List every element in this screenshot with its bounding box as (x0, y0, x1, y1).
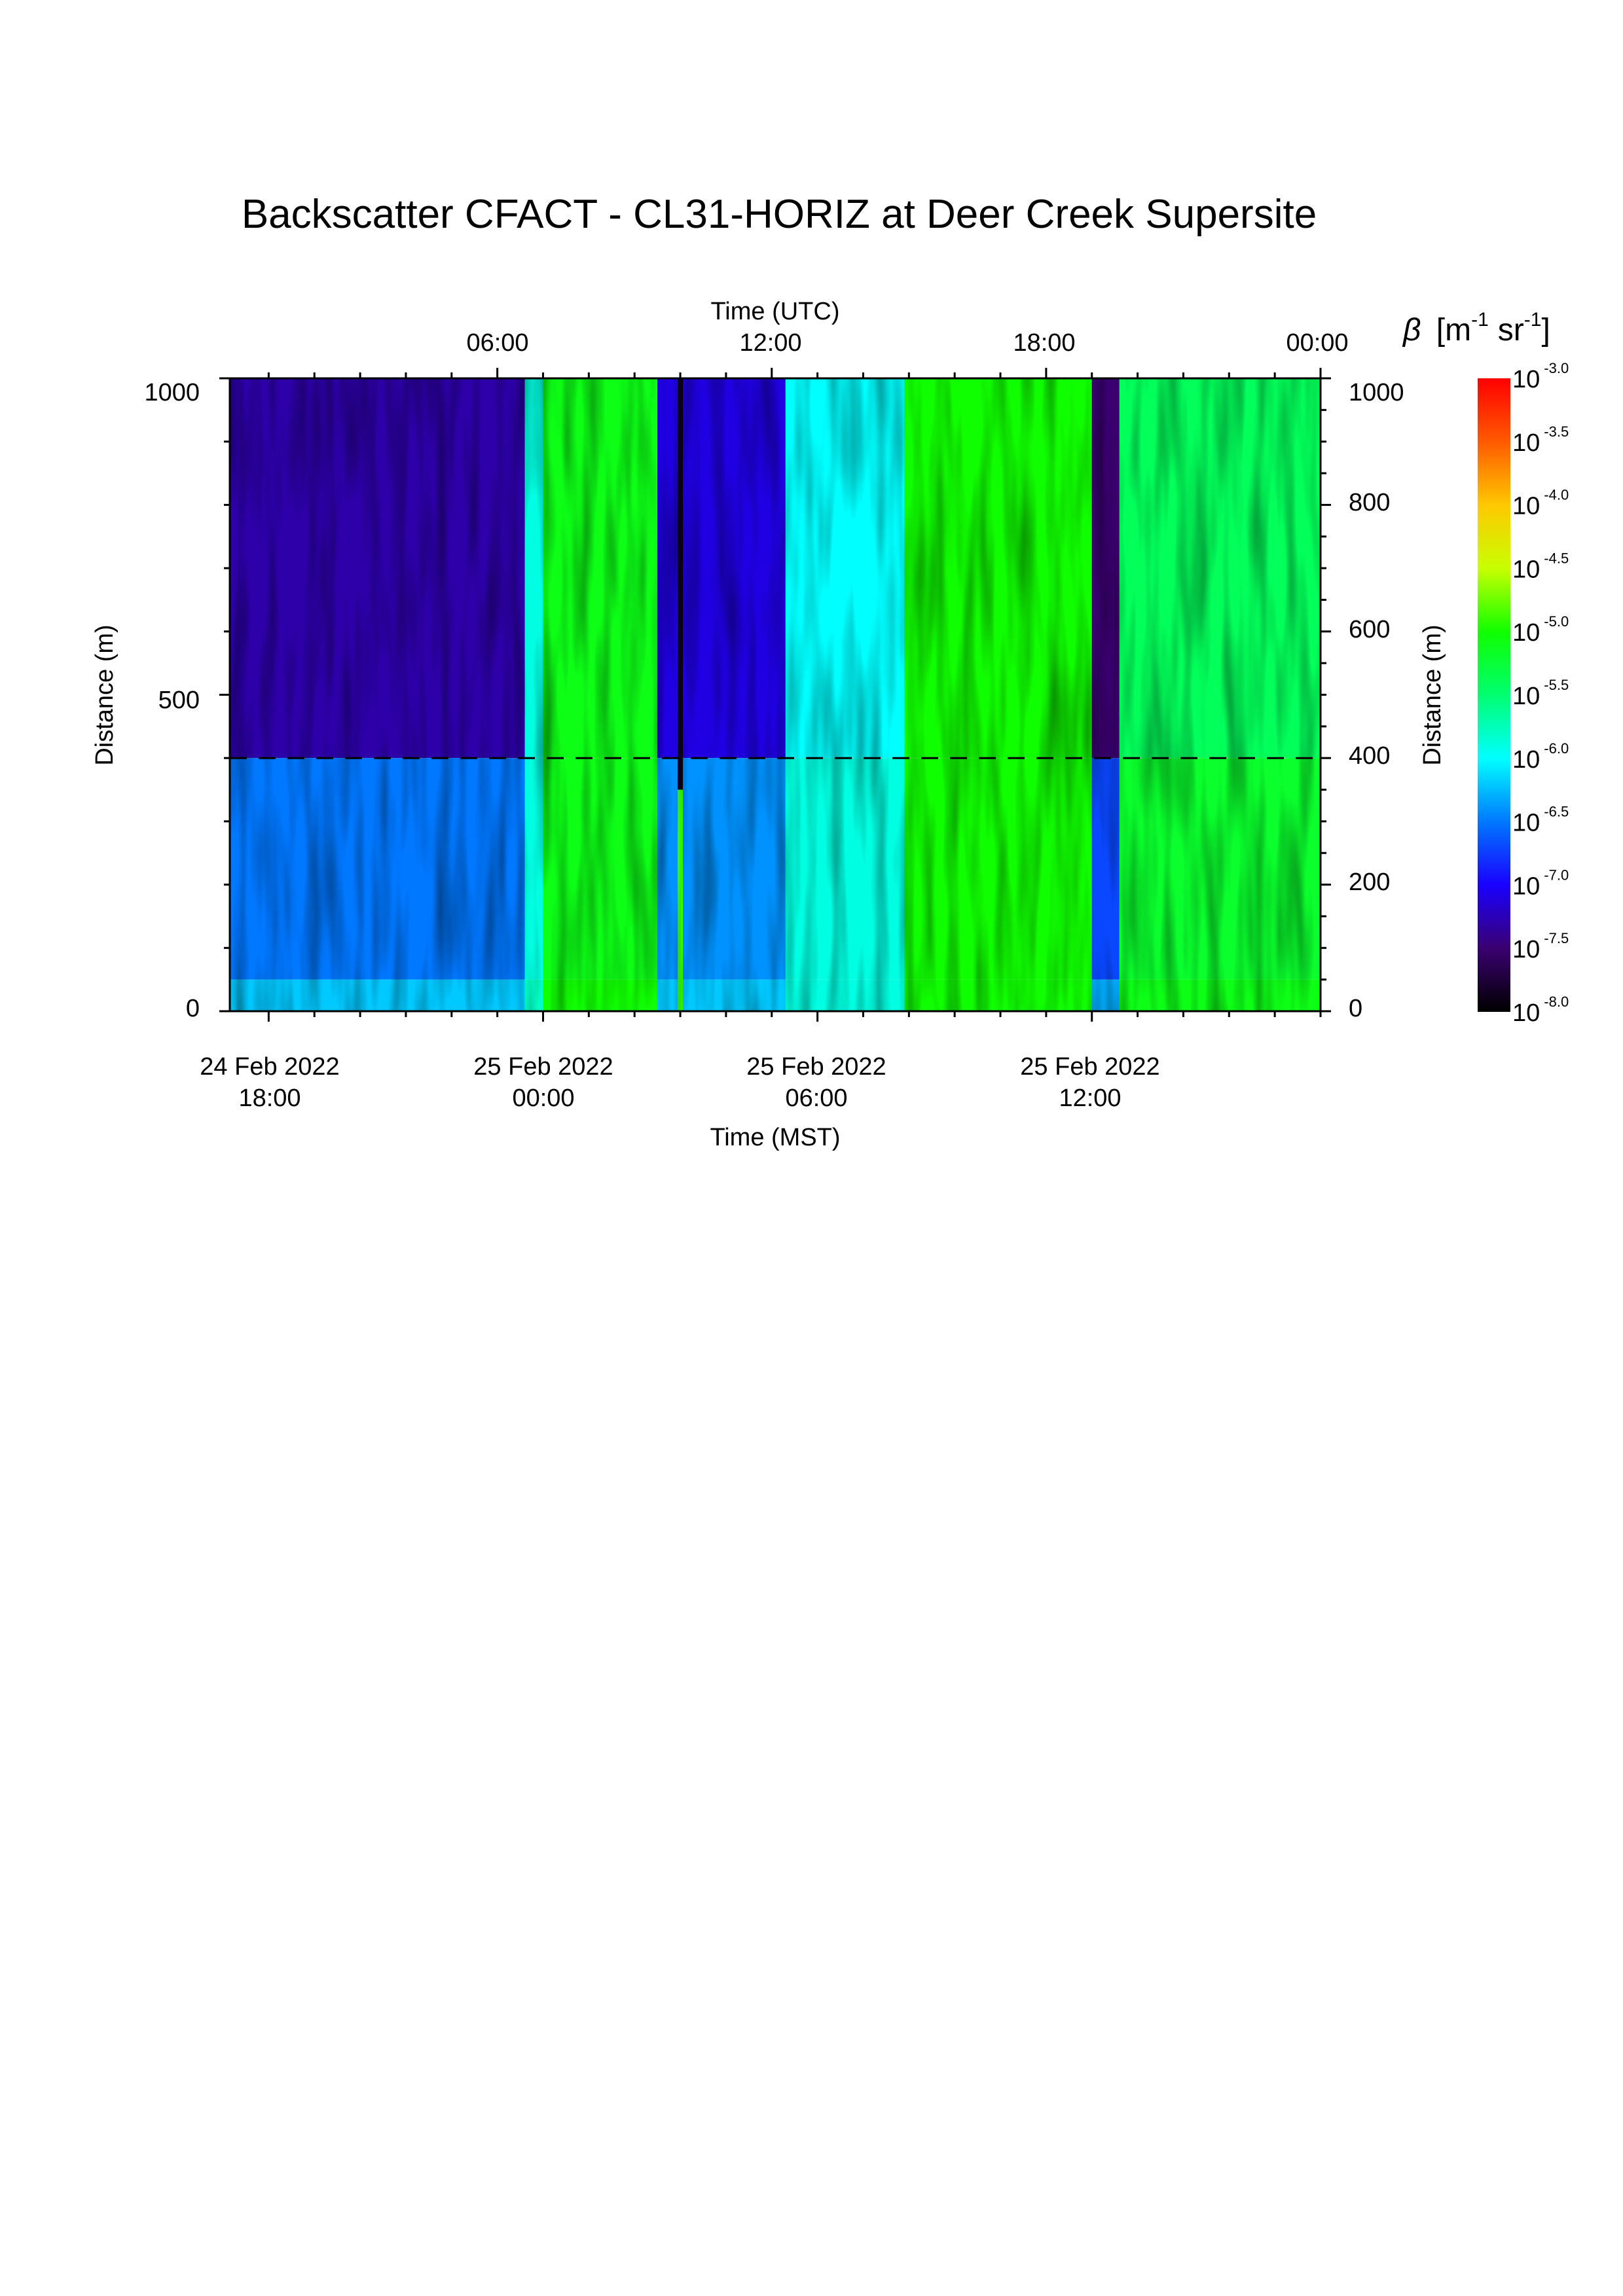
right-tick-label-1: 200 (1349, 869, 1390, 896)
bottom-tick-time-2: 06:00 (785, 1085, 847, 1112)
colorbar-unit-m: m (1445, 313, 1471, 348)
colorbar-tick-label-0: 10 -3.0 (1512, 360, 1569, 393)
colorbar-tick-label-10: 10 -8.0 (1512, 994, 1569, 1027)
colorbar-tick-label-9: 10 -7.5 (1512, 930, 1569, 963)
colorbar-tick-label-6: 10 -6.0 (1512, 740, 1569, 774)
right-axis-label: Distance (m) (1419, 624, 1446, 765)
chart-figure: Backscatter CFACT - CL31-HORIZ at Deer C… (91, 192, 1569, 1151)
left-axis-label: Distance (m) (91, 624, 119, 765)
backscatter-chart: Backscatter CFACT - CL31-HORIZ at Deer C… (91, 192, 1569, 1151)
left-tick-label-0: 0 (186, 995, 200, 1022)
chart-title: Backscatter CFACT - CL31-HORIZ at Deer C… (242, 192, 1317, 237)
bottom-axis-label: Time (MST) (710, 1124, 840, 1151)
top-tick-label-1: 12:00 (739, 329, 801, 357)
colorbar-tick-label-3: 10 -4.5 (1512, 550, 1569, 583)
top-tick-label-0: 06:00 (466, 329, 528, 357)
colorbar-tick-label-8: 10 -7.0 (1512, 867, 1569, 900)
colorbar-symbol: β (1402, 313, 1421, 348)
texture-overlay (230, 378, 1321, 1011)
bottom-tick-time-3: 12:00 (1059, 1085, 1121, 1112)
colorbar-tick-label-2: 10 -4.0 (1512, 487, 1569, 520)
bottom-tick-date-1: 25 Feb 2022 (473, 1053, 613, 1081)
colorbar (1478, 378, 1510, 1012)
right-tick-label-3: 600 (1349, 616, 1390, 643)
right-tick-label-5: 1000 (1349, 379, 1404, 406)
bottom-tick-date-0: 24 Feb 2022 (200, 1053, 339, 1081)
colorbar-tick-label-4: 10 -5.0 (1512, 613, 1569, 647)
right-tick-label-2: 400 (1349, 742, 1390, 770)
bottom-tick-time-0: 18:00 (238, 1085, 301, 1112)
top-tick-label-3: 00:00 (1286, 329, 1348, 357)
colorbar-tick-label-7: 10 -6.5 (1512, 804, 1569, 837)
colorbar-label: β [m-1 sr-1] (1402, 309, 1550, 348)
colorbar-tick-label-5: 10 -5.5 (1512, 677, 1569, 710)
colorbar-unit-exp1: -1 (1471, 309, 1489, 331)
axis-ticks (219, 368, 1331, 1022)
bottom-tick-time-1: 00:00 (512, 1085, 574, 1112)
right-tick-label-4: 800 (1349, 489, 1390, 516)
colorbar-unit-exp2: -1 (1524, 309, 1542, 331)
left-tick-label-2: 1000 (144, 379, 200, 406)
right-tick-label-0: 0 (1349, 995, 1362, 1022)
left-tick-label-1: 500 (158, 687, 200, 714)
bottom-tick-date-2: 25 Feb 2022 (746, 1053, 886, 1081)
top-axis-label: Time (UTC) (711, 298, 840, 325)
colorbar-tick-label-1: 10 -3.5 (1512, 423, 1569, 457)
colorbar-tick-labels: 10 -3.0 10 -3.5 10 -4.0 10 -4.5 10 -5.0 10 -5.5 10 -6… (1512, 360, 1569, 1027)
bottom-tick-date-3: 25 Feb 2022 (1020, 1053, 1159, 1081)
top-tick-label-2: 18:00 (1013, 329, 1075, 357)
colorbar-unit-sr: sr (1498, 313, 1524, 348)
